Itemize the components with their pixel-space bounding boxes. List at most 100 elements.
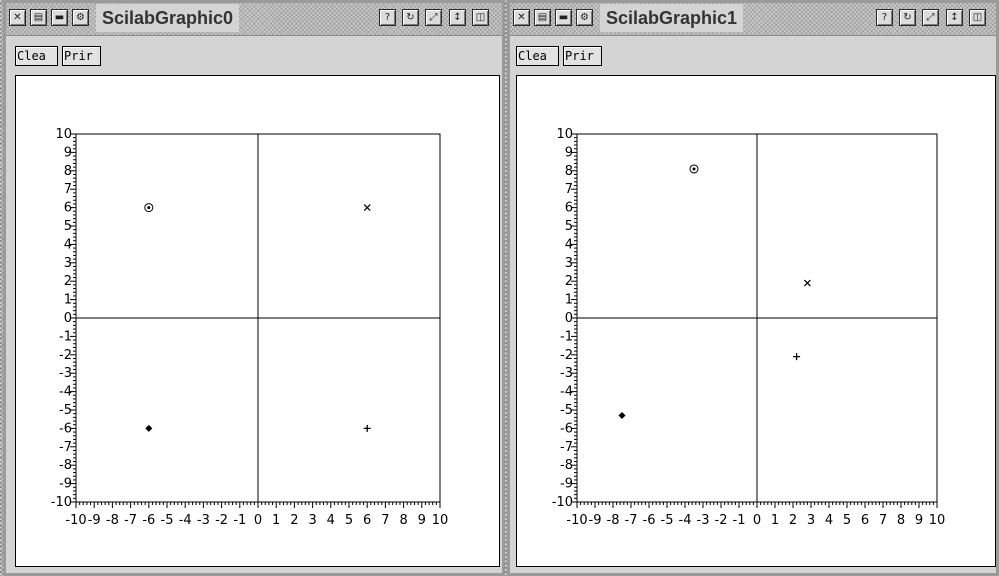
y-tick-label: 6: [565, 201, 573, 216]
x-tick-label: -3: [697, 513, 710, 528]
iconify-icon[interactable]: ▤: [534, 9, 551, 26]
print-button[interactable]: Prir: [563, 46, 602, 66]
window-title: ScilabGraphic1: [600, 4, 744, 32]
y-tick-label: -3: [59, 366, 72, 381]
point-diamond-marker: [618, 412, 626, 420]
y-tick-label: -7: [59, 440, 72, 455]
close-x-icon[interactable]: ✕: [9, 9, 26, 26]
x-tick-label: -7: [124, 513, 137, 528]
x-tick-label: -2: [715, 513, 728, 528]
x-tick-label: 4: [327, 513, 335, 528]
x-tick-label: 8: [897, 513, 905, 528]
point-circled-dot-ring: [689, 164, 699, 174]
y-tick-label: 7: [64, 182, 72, 197]
x-tick-label: -9: [88, 513, 101, 528]
x-tick-label: 3: [308, 513, 316, 528]
x-tick-label: -5: [161, 513, 174, 528]
zoom-icon[interactable]: ⤢: [922, 9, 939, 26]
x-tick-label: 1: [272, 513, 280, 528]
x-tick-label: -1: [733, 513, 746, 528]
x-tick-label: 6: [363, 513, 371, 528]
y-tick-label: -1: [560, 329, 573, 344]
close-x-icon[interactable]: ✕: [513, 9, 530, 26]
y-tick-label: 4: [64, 237, 72, 252]
y-tick-label: 1: [64, 293, 72, 308]
refresh-icon[interactable]: ↻: [899, 9, 916, 26]
y-tick-label: -10: [552, 495, 573, 510]
lower-icon[interactable]: ◫: [472, 9, 489, 26]
menu-icon[interactable]: ⚙: [72, 9, 89, 26]
y-tick-label: -6: [560, 421, 573, 436]
y-tick-label: 2: [64, 274, 72, 289]
menu-bar: Clea Prir: [510, 36, 996, 68]
graphic-window-0: ✕ ▤ ▬ ⚙ ScilabGraphic0 ? ↻ ⤢ ↕ ◫ Clea Pr…: [3, 0, 505, 576]
x-tick-label: 7: [381, 513, 389, 528]
y-tick-label: -10: [51, 495, 72, 510]
point-circled-dot-ring: [144, 203, 154, 213]
x-tick-label: 0: [753, 513, 761, 528]
y-tick-label: 3: [64, 256, 72, 271]
graphic-canvas[interactable]: -10 -9 -8 -7 -6 -5 -4 -3 -2 -1 0 1 2 3 4 5 6 7 8 9 10 10 9 8 7 6 5…: [15, 75, 500, 567]
x-tick-label: -5: [661, 513, 674, 528]
y-tick-label: -2: [560, 348, 573, 363]
refresh-icon[interactable]: ↻: [402, 9, 419, 26]
y-tick-label: 10: [55, 127, 72, 142]
title-bar[interactable]: ✕ ▤ ▬ ⚙ ScilabGraphic1 ? ↻ ⤢ ↕ ◫: [510, 3, 996, 36]
x-tick-label: 3: [807, 513, 815, 528]
x-tick-label: -4: [179, 513, 192, 528]
print-button[interactable]: Prir: [62, 46, 101, 66]
x-tick-label: -6: [142, 513, 155, 528]
y-tick-label: 1: [565, 293, 573, 308]
clear-button[interactable]: Clea: [15, 46, 58, 66]
y-tick-label: -7: [560, 440, 573, 455]
x-tick-label: 10: [929, 513, 946, 528]
x-tick-label: 9: [418, 513, 426, 528]
y-tick-label: -2: [59, 348, 72, 363]
point-circled-dot: [692, 167, 696, 171]
x-tick-label: 6: [861, 513, 869, 528]
x-tick-label: 5: [843, 513, 851, 528]
y-tick-label: 5: [64, 219, 72, 234]
minimize-icon[interactable]: ▬: [51, 9, 68, 26]
y-tick-label: -9: [59, 477, 72, 492]
y-tick-label: -3: [560, 366, 573, 381]
y-tick-label: 8: [565, 164, 573, 179]
x-tick-label: -7: [625, 513, 638, 528]
iconify-icon[interactable]: ▤: [30, 9, 47, 26]
y-tick-label: 4: [565, 237, 573, 252]
x-tick-label: -8: [607, 513, 620, 528]
x-tick-label: 7: [879, 513, 887, 528]
x-tick-label: -9: [589, 513, 602, 528]
clear-button[interactable]: Clea: [516, 46, 559, 66]
x-tick-label: -3: [197, 513, 210, 528]
x-tick-label: 10: [432, 513, 449, 528]
maximize-vertical-icon[interactable]: ↕: [449, 9, 466, 26]
help-icon[interactable]: ?: [876, 9, 893, 26]
y-tick-label: 5: [565, 219, 573, 234]
y-tick-label: 3: [565, 256, 573, 271]
x-tick-label: 2: [789, 513, 797, 528]
point-diamond-marker: [145, 424, 153, 432]
help-icon[interactable]: ?: [379, 9, 396, 26]
minimize-icon[interactable]: ▬: [555, 9, 572, 26]
x-tick-label: 5: [345, 513, 353, 528]
y-tick-label: -4: [560, 385, 573, 400]
x-tick-label: -4: [679, 513, 692, 528]
point-x-marker: [363, 204, 371, 212]
zoom-icon[interactable]: ⤢: [425, 9, 442, 26]
x-tick-label: 8: [399, 513, 407, 528]
title-bar[interactable]: ✕ ▤ ▬ ⚙ ScilabGraphic0 ? ↻ ⤢ ↕ ◫: [6, 3, 502, 36]
maximize-vertical-icon[interactable]: ↕: [946, 9, 963, 26]
graphic-canvas[interactable]: -10 -9 -8 -7 -6 -5 -4 -3 -2 -1 0 1 2 3 4 5 6 7 8 9 10 10 9 8 7 6 5…: [516, 75, 996, 567]
lower-icon[interactable]: ◫: [969, 9, 986, 26]
menu-icon[interactable]: ⚙: [576, 9, 593, 26]
y-tick-label: 8: [64, 164, 72, 179]
window-title: ScilabGraphic0: [96, 4, 240, 32]
x-tick-label: 2: [290, 513, 298, 528]
x-tick-label: -8: [106, 513, 119, 528]
point-circled-dot: [147, 206, 151, 210]
y-tick-label: 0: [64, 311, 72, 326]
y-tick-label: -9: [560, 477, 573, 492]
x-tick-label: -10: [566, 513, 587, 528]
y-tick-label: -6: [59, 421, 72, 436]
